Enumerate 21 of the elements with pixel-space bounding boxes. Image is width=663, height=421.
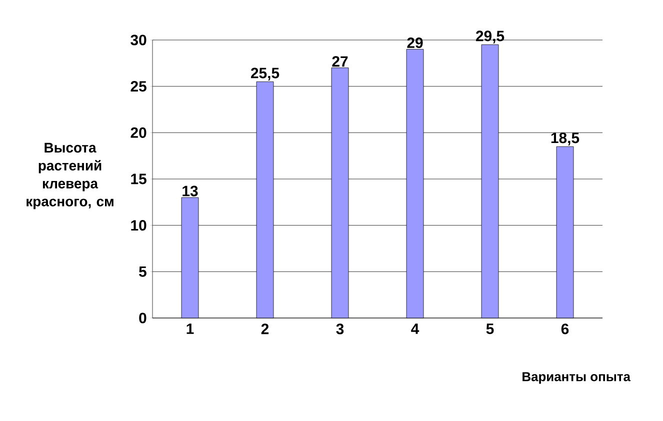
data-label: 13 <box>182 186 198 196</box>
data-label: 29 <box>407 37 423 48</box>
y-tick-label: 5 <box>139 266 146 277</box>
y-tick-label: 30 <box>130 34 146 46</box>
data-label: 18,5 <box>551 132 580 146</box>
x-axis-title: Варианты опыта <box>522 372 631 384</box>
data-label: 25,5 <box>250 68 280 80</box>
x-tick-label: 3 <box>336 324 344 334</box>
y-tick-label: 0 <box>139 312 146 324</box>
y-tick-label: 10 <box>131 220 146 231</box>
x-tick-label: 4 <box>411 324 420 334</box>
y-tick-label: 15 <box>131 174 146 184</box>
y-axis-title: Высота растений клевера красного, см <box>26 142 114 210</box>
x-tick-label: 1 <box>186 324 194 334</box>
data-label: 29,5 <box>476 30 504 44</box>
y-tick-label: 20 <box>130 127 146 138</box>
x-tick-label: 5 <box>486 324 494 334</box>
data-label: 27 <box>332 56 348 67</box>
y-tick-label: 25 <box>130 81 146 92</box>
x-tick-label: 2 <box>261 324 269 334</box>
x-tick-label: 6 <box>561 324 569 334</box>
